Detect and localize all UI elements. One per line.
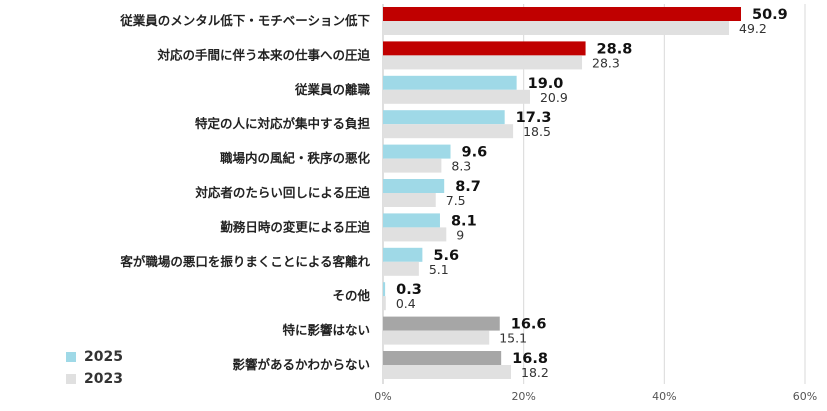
bar-2023-0 (383, 21, 730, 35)
bar-2025-8 (383, 282, 386, 297)
bar-2023-6 (383, 227, 447, 242)
value-label-2025-10: 16.8 (512, 351, 548, 367)
legend-label-2023: 2023 (84, 371, 123, 387)
bar-2025-9 (383, 316, 500, 331)
value-label-2025-9: 16.6 (511, 317, 547, 333)
value-label-2025-1: 28.8 (597, 41, 633, 57)
value-label-2023-5: 7.5 (446, 193, 466, 208)
bar-2025-10 (383, 351, 502, 365)
x-axis: 0% 20% 40% 60% (374, 390, 817, 403)
category-label-1: 対応の手間に伴う本来の仕事への圧迫 (156, 47, 370, 62)
legend-item-2025: 2025 (66, 346, 123, 368)
bar-2025-1 (383, 41, 586, 56)
bar-2023-4 (383, 158, 442, 173)
bar-2025-5 (383, 179, 445, 193)
value-label-2023-0: 49.2 (739, 21, 767, 36)
value-label-2023-3: 18.5 (523, 124, 551, 139)
bar-2025-3 (383, 110, 505, 125)
value-label-2023-8: 0.4 (396, 296, 416, 311)
bar-2023-7 (383, 261, 419, 276)
category-label-2: 従業員の離職 (294, 82, 371, 97)
value-labels: 50.949.2 28.828.3 19.020.9 17.318.5 9.68.3 8.… (396, 7, 788, 380)
category-label-10: 影響があるかわからない (232, 357, 370, 372)
category-label-7: 客が職場の悪口を振りまくことによる客離れ (119, 254, 370, 269)
value-label-2025-7: 5.6 (433, 248, 459, 264)
category-label-5: 対応者のたらい回しによる圧迫 (194, 185, 370, 200)
x-tick-label-0: 0% (374, 390, 391, 403)
bar-2023-10 (383, 365, 512, 379)
value-label-2023-10: 18.2 (521, 365, 549, 380)
category-label-6: 勤務日時の変更による圧迫 (220, 219, 370, 234)
bars (383, 7, 741, 379)
value-label-2025-8: 0.3 (396, 282, 422, 298)
bar-2023-1 (383, 55, 583, 70)
category-label-9: 特に影響はない (282, 323, 370, 338)
bar-2023-2 (383, 89, 530, 104)
value-label-2023-4: 8.3 (451, 159, 471, 174)
value-label-2025-4: 9.6 (462, 145, 488, 161)
bar-2023-5 (383, 193, 436, 207)
legend-item-2023: 2023 (66, 368, 123, 390)
category-label-4: 職場内の風紀・秩序の悪化 (220, 151, 371, 166)
value-label-2025-3: 17.3 (516, 110, 552, 126)
value-label-2023-7: 5.1 (429, 262, 449, 277)
bar-2023-9 (383, 330, 490, 345)
value-label-2023-1: 28.3 (592, 55, 620, 70)
legend: 2025 2023 (66, 346, 123, 390)
bar-2023-8 (383, 296, 386, 311)
legend-swatch-2025 (66, 352, 76, 362)
value-label-2023-6: 9 (456, 227, 464, 242)
category-label-3: 特定の人に対応が集中する負担 (195, 116, 371, 131)
category-label-8: その他 (332, 288, 370, 303)
value-label-2025-0: 50.9 (752, 7, 788, 23)
x-tick-label-20: 20% (511, 390, 535, 403)
value-label-2025-2: 19.0 (528, 76, 564, 92)
category-label-0: 従業員のメンタル低下・モチベーション低下 (119, 13, 370, 28)
bar-2025-7 (383, 247, 423, 262)
legend-swatch-2023 (66, 374, 76, 384)
bar-2025-2 (383, 75, 517, 90)
legend-label-2025: 2025 (84, 349, 123, 365)
category-labels: 従業員のメンタル低下・モチベーション低下対応の手間に伴う本来の仕事への圧迫従業員… (119, 13, 370, 372)
bar-2025-4 (383, 144, 451, 159)
value-label-2025-6: 8.1 (451, 213, 477, 229)
value-label-2023-9: 15.1 (499, 331, 527, 346)
x-tick-label-40: 40% (652, 390, 676, 403)
bar-2025-6 (383, 213, 440, 228)
value-label-2025-5: 8.7 (455, 179, 481, 195)
value-label-2023-2: 20.9 (540, 90, 568, 105)
bar-2023-3 (383, 124, 514, 139)
bar-2025-0 (383, 7, 741, 21)
x-tick-label-60: 60% (793, 390, 817, 403)
